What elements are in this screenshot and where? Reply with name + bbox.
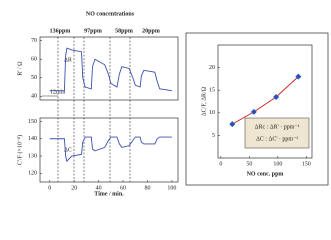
annotation: 58ppm — [115, 28, 133, 34]
x-tick-label: 60 — [120, 185, 126, 191]
legend-entry: ΔC : ΔC' · ppm⁻¹ — [256, 136, 298, 142]
legend-box — [244, 117, 310, 149]
x-axis-label: Time / min. — [94, 191, 124, 197]
y-tick-label: 150 — [28, 119, 37, 125]
x-axis-label: NO conc. ppm — [247, 171, 284, 177]
y-tick-label: 20 — [209, 65, 215, 71]
y-tick-label: 50 — [31, 75, 37, 81]
point — [250, 108, 257, 115]
y-tick-label: 130 — [28, 153, 37, 159]
annotation: 12min — [50, 89, 65, 95]
point — [295, 73, 302, 80]
annotation: 136ppm — [50, 28, 71, 34]
figure: NO concentrations 136ppm 97ppm 58ppm 20p… — [16, 11, 329, 197]
x-tick-label: 150 — [302, 161, 311, 167]
y-tick-label: 120 — [28, 171, 37, 177]
y-tick-label: 15 — [209, 88, 215, 94]
plot-frame — [39, 36, 179, 101]
guide-lines — [57, 37, 131, 182]
x-tick-label: 100 — [167, 185, 176, 191]
x-tick-label: 80 — [144, 185, 150, 191]
panel-border — [185, 32, 329, 186]
point — [229, 121, 236, 128]
plot-frame — [39, 117, 179, 183]
y-tick-label: 10 — [209, 110, 215, 116]
annotation: 97ppm — [84, 28, 102, 34]
trend-line — [232, 76, 299, 125]
legend-entry: ΔRc : ΔR' · ppm⁻¹ — [255, 124, 300, 130]
annotation: 20ppm — [142, 28, 160, 34]
chart-title: NO concentrations — [86, 11, 135, 17]
annotation: ΔR — [64, 57, 72, 63]
annotation: ΔC — [64, 147, 72, 153]
x-tick-label: 20 — [71, 185, 77, 191]
plot-frame — [217, 44, 313, 159]
y-tick-label: 70 — [31, 38, 37, 44]
y-axis-label: R' / Ω — [17, 61, 23, 76]
point — [273, 93, 280, 100]
y-axis-label: ΔC/F, ΔR/Ω — [201, 86, 207, 116]
y-axis-label: C'/F (×10⁻⁸) — [16, 135, 23, 165]
x-tick-label: 40 — [96, 185, 102, 191]
y-tick-label: 40 — [31, 94, 37, 100]
y-tick-label: 60 — [31, 57, 37, 63]
series-line — [49, 136, 172, 163]
x-tick-label: 0 — [219, 161, 222, 167]
series-line — [49, 47, 172, 92]
y-tick-label: 140 — [28, 136, 37, 142]
x-tick-label: 100 — [273, 161, 282, 167]
x-tick-label: 0 — [48, 185, 51, 191]
x-tick-label: 50 — [246, 161, 252, 167]
y-tick-label: 5 — [212, 133, 215, 139]
